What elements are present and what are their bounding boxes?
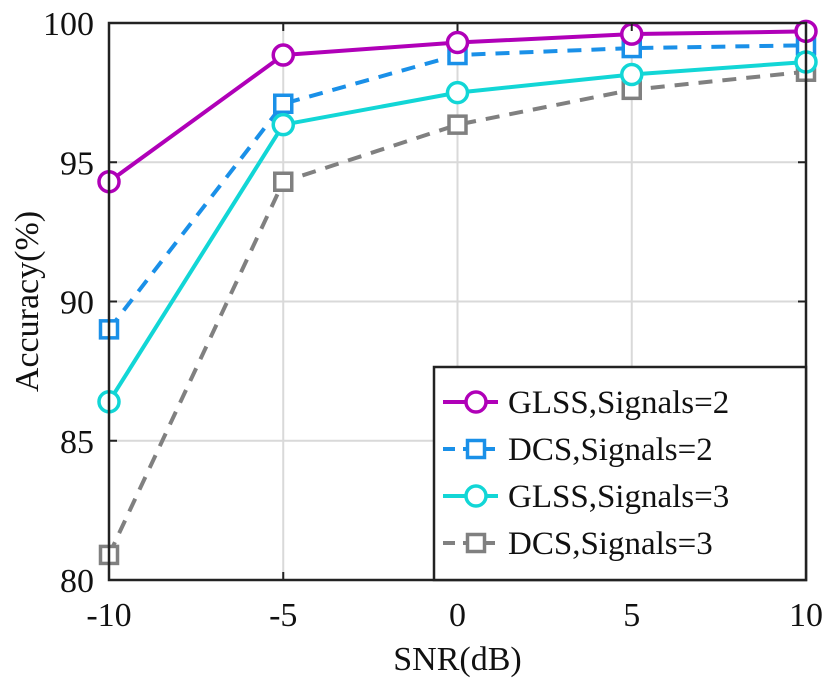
data-point bbox=[273, 171, 294, 192]
x-tick-label: -5 bbox=[269, 597, 297, 634]
data-point bbox=[620, 62, 644, 87]
y-tick-label: 90 bbox=[60, 285, 94, 322]
ticks: -10 -5 0 5 10 80 85 90 95 100 bbox=[43, 6, 823, 634]
legend-label: GLSS,Signals=3 bbox=[508, 479, 729, 515]
series-0 bbox=[97, 19, 818, 194]
x-tick-label: -10 bbox=[86, 597, 131, 634]
data-point bbox=[445, 30, 470, 55]
x-axis-label: SNR(dB) bbox=[393, 641, 521, 678]
y-tick-label: 95 bbox=[60, 145, 94, 182]
x-tick-label: 5 bbox=[623, 597, 640, 634]
legend-label: GLSS,Signals=2 bbox=[508, 385, 729, 421]
legend-label: DCS,Signals=3 bbox=[508, 526, 713, 562]
data-point bbox=[465, 532, 487, 554]
series-line bbox=[107, 69, 807, 556]
series-layer bbox=[97, 19, 818, 566]
data-point bbox=[447, 114, 468, 135]
y-tick-label: 85 bbox=[60, 424, 94, 461]
data-point bbox=[273, 93, 294, 115]
legend: GLSS,Signals=2 DCS,Signals=2 GLSS,Signals=… bbox=[432, 365, 808, 582]
x-tick-label: 10 bbox=[789, 597, 823, 634]
data-point bbox=[271, 112, 295, 137]
x-tick-label: 0 bbox=[449, 597, 466, 634]
data-point bbox=[464, 484, 488, 508]
data-point bbox=[271, 43, 295, 67]
data-point bbox=[464, 390, 488, 414]
data-point bbox=[465, 438, 487, 460]
data-point bbox=[445, 80, 470, 105]
legend-label: DCS,Signals=2 bbox=[508, 432, 713, 468]
y-axis-label: Accuracy(%) bbox=[9, 211, 46, 392]
y-tick-label: 80 bbox=[60, 563, 94, 600]
y-tick-label: 100 bbox=[43, 6, 94, 43]
